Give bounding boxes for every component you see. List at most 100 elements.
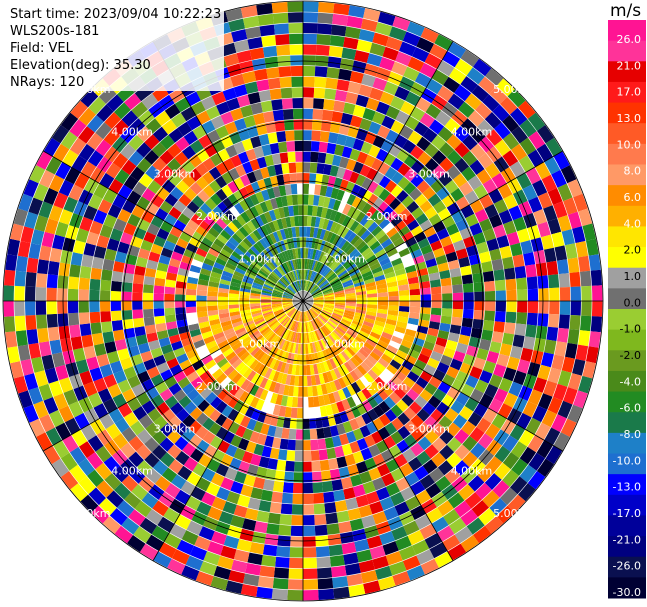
radar-gate [510,476,528,495]
radar-gate [303,65,316,77]
radar-gate [311,287,320,295]
radar-gate [345,305,356,310]
radar-gate [264,379,273,391]
radar-gate [573,193,588,212]
radar-gate [306,311,311,321]
radar-gate [507,89,526,108]
radar-gate [229,384,240,396]
radar-gate [499,343,512,357]
radar-gate [437,460,454,476]
radar-gate [303,301,307,311]
radar-gate [314,318,322,328]
radar-gate [339,411,349,423]
radar-gate [393,330,405,340]
radar-gate [324,153,335,165]
radar-gate [211,531,227,545]
radar-gate [394,326,406,334]
radar-gate [323,196,331,208]
radar-gate [335,298,346,301]
radar-gate [310,286,319,294]
radar-gate [479,393,494,408]
radar-gate [258,500,272,513]
radar-gate [533,337,546,353]
radar-gate [439,322,451,333]
radar-gate [262,354,271,366]
radar-gate [323,289,333,295]
radar-gate [350,184,362,196]
radar-gate [207,541,224,556]
radar-gate [303,301,313,304]
radar-gate [458,101,475,118]
radar-gate [469,127,486,144]
radar-gate [549,301,560,315]
radar-gate [322,480,334,493]
radar-gate [291,396,298,408]
radar-gate [338,238,347,249]
radar-gate [446,134,462,150]
radar-gate [298,311,302,322]
radar-gate [520,347,533,362]
radar-gate [255,336,266,346]
radar-gate [324,255,332,266]
radar-gate [358,348,370,358]
radar-gate [382,46,399,61]
radar-gate [355,287,366,293]
radar-gate [319,131,330,143]
radar-gate [460,326,472,337]
radar-gate [496,505,515,524]
radar-gate [355,309,366,315]
radar-gate [344,307,356,312]
radar-gate [338,322,349,330]
radar-gate [225,580,243,594]
radar-gate [297,397,303,408]
radar-gate [377,463,391,477]
radar-gate [311,307,320,315]
radar-gate [459,362,473,375]
radar-gate [368,121,382,135]
colorbar-tick-label: 4.0 [624,217,642,230]
radar-gate [560,418,577,437]
radar-gate [537,458,555,477]
radar-gate [367,193,379,206]
radar-gate [422,459,438,474]
radar-gate [308,407,316,419]
radar-gate [354,539,370,552]
radar-gate [330,402,340,415]
radar-gate [320,207,328,219]
radar-gate [346,15,363,29]
radar-gate [253,421,264,433]
radar-gate [580,315,592,332]
radar-gate [359,375,370,388]
radar-gate [417,166,432,180]
radar-gate [318,141,328,153]
radar-gate [558,273,570,288]
radar-gate [308,194,315,206]
radar-gate [336,340,346,351]
radar-gate [343,312,355,318]
radar-gate [506,231,520,246]
radar-gate [303,301,311,308]
colorbar-tick-label: -6.0 [620,402,641,415]
radar-gate [167,429,182,444]
radar-gate [384,323,396,331]
radar-gate [308,270,313,281]
radar-gate [365,338,377,348]
radar-gate [136,460,153,476]
radar-gate [395,242,408,253]
radar-gate [250,487,263,500]
radar-gate [276,338,284,349]
radar-gate [299,354,303,365]
radar-gate [253,361,263,373]
radar-gate [427,395,442,409]
radar-gate [203,551,221,566]
radar-gate [299,301,303,311]
radar-gate [322,372,330,384]
radar-gate [207,379,220,392]
radar-gate [389,197,402,211]
radar-gate [360,18,378,32]
radar-gate [199,561,217,576]
radar-gate [349,171,360,184]
radar-gate [489,214,503,228]
radar-gate [525,167,542,185]
radar-gate [322,349,329,361]
